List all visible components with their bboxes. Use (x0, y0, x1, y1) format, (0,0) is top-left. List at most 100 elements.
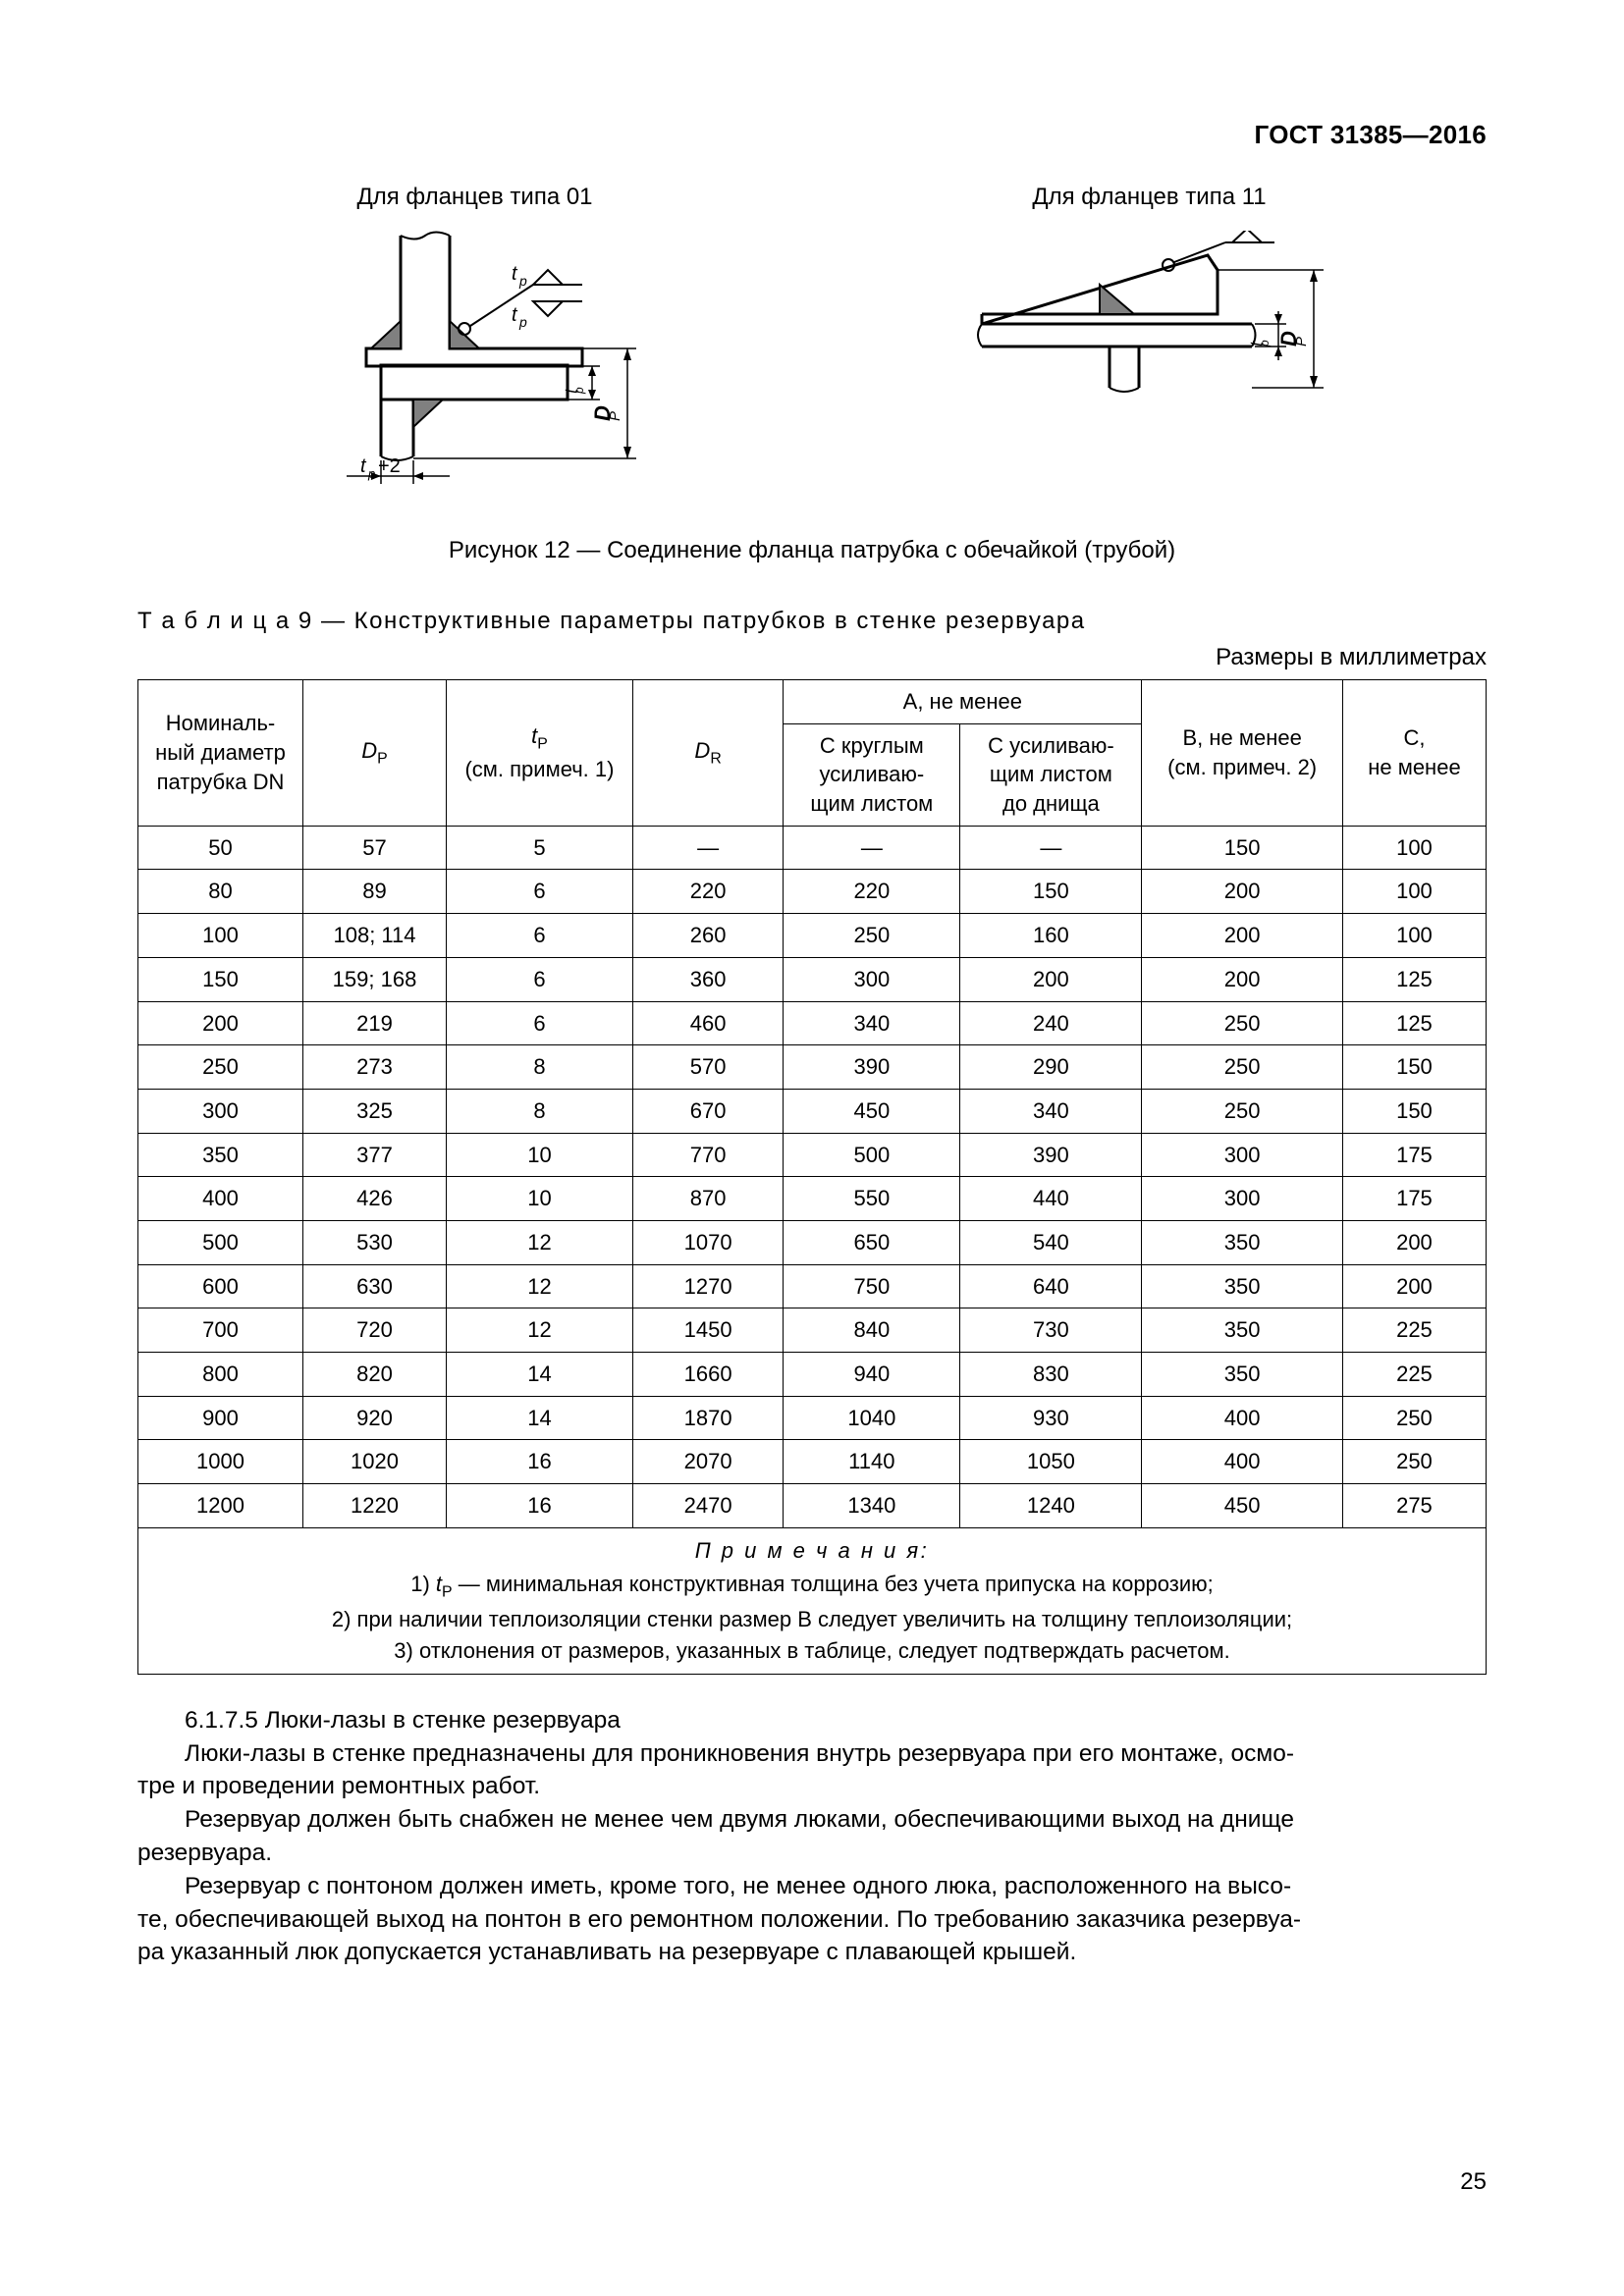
para-3b: резервуара. (137, 1837, 1487, 1870)
table-cell: 125 (1342, 957, 1486, 1001)
table-cell: 940 (784, 1353, 960, 1397)
table-9: Номиналь-ный диаметрпатрубка DN DP tP(см… (137, 679, 1487, 1675)
svg-text:p: p (518, 273, 527, 289)
table-row: 2502738570390290250150 (138, 1045, 1487, 1090)
table-cell: 1220 (302, 1484, 446, 1528)
table-cell: 14 (447, 1396, 633, 1440)
table-cell: 250 (1142, 1045, 1342, 1090)
table-cell: 350 (1142, 1308, 1342, 1353)
table-cell: 80 (138, 870, 303, 914)
table-title-rest: Конструктивные параметры патрубков в сте… (354, 608, 1086, 634)
svg-text:p: p (572, 387, 586, 395)
figure-12: Для фланцев типа 01 t p t (137, 182, 1487, 506)
table-cell: 10 (447, 1133, 633, 1177)
table-cell: 125 (1342, 1001, 1486, 1045)
table-cell: 540 (960, 1220, 1142, 1264)
table-row: 2002196460340240250125 (138, 1001, 1487, 1045)
table-row: 40042610870550440300175 (138, 1177, 1487, 1221)
table-cell: 350 (1142, 1220, 1342, 1264)
para-4b: те, обеспечивающей выход на понтон в его… (137, 1903, 1487, 1937)
table-cell: 240 (960, 1001, 1142, 1045)
table-cell: 150 (1342, 1045, 1486, 1090)
table-cell: 670 (632, 1089, 783, 1133)
table-cell: 14 (447, 1353, 633, 1397)
table-cell: 1000 (138, 1440, 303, 1484)
table-cell: 360 (632, 957, 783, 1001)
table-cell: 160 (960, 914, 1142, 958)
table-cell: 300 (1142, 1177, 1342, 1221)
table-cell: 1270 (632, 1264, 783, 1308)
notes-heading: П р и м е ч а н и я: (144, 1535, 1480, 1567)
table-cell: 6 (447, 914, 633, 958)
table-cell: 12 (447, 1308, 633, 1353)
table-cell: 460 (632, 1001, 783, 1045)
table-row: 600630121270750640350200 (138, 1264, 1487, 1308)
table-cell: 260 (632, 914, 783, 958)
table-cell: 2470 (632, 1484, 783, 1528)
table-cell: 12 (447, 1264, 633, 1308)
svg-text:+2: +2 (378, 455, 401, 477)
table-cell: 1020 (302, 1440, 446, 1484)
figure-right-title: Для фланцев типа 11 (845, 182, 1452, 213)
table-row: 500530121070650540350200 (138, 1220, 1487, 1264)
table-cell: 800 (138, 1353, 303, 1397)
table-cell: 350 (1142, 1353, 1342, 1397)
table-units: Размеры в миллиметрах (137, 642, 1487, 673)
th-b: В, не менее(см. примеч. 2) (1142, 680, 1342, 827)
table-cell: 150 (960, 870, 1142, 914)
table-cell: 200 (1342, 1220, 1486, 1264)
table-cell: 200 (960, 957, 1142, 1001)
table-cell: 175 (1342, 1177, 1486, 1221)
table-cell: 5 (447, 826, 633, 870)
table-cell: — (960, 826, 1142, 870)
table-cell: 220 (632, 870, 783, 914)
note-1: 1) tP — минимальная конструктивная толщи… (144, 1569, 1480, 1604)
table-cell: 50 (138, 826, 303, 870)
th-a2: С усиливаю-щим листомдо днища (960, 723, 1142, 826)
table-cell: 300 (1142, 1133, 1342, 1177)
table-cell: 100 (1342, 914, 1486, 958)
table-cell: 390 (784, 1045, 960, 1090)
table-cell: 250 (138, 1045, 303, 1090)
table-cell: 100 (1342, 870, 1486, 914)
table-cell: 440 (960, 1177, 1142, 1221)
table-cell: 225 (1342, 1353, 1486, 1397)
table-cell: 920 (302, 1396, 446, 1440)
table-cell: 250 (1142, 1001, 1342, 1045)
table-row: 3003258670450340250150 (138, 1089, 1487, 1133)
table-cell: 108; 114 (302, 914, 446, 958)
table-cell: 500 (784, 1133, 960, 1177)
table-cell: 12 (447, 1220, 633, 1264)
table-cell: 820 (302, 1353, 446, 1397)
table-cell: 500 (138, 1220, 303, 1264)
table-cell: 1070 (632, 1220, 783, 1264)
table-row: 50575———150100 (138, 826, 1487, 870)
table-cell: 750 (784, 1264, 960, 1308)
para-4c: ра указанный люк допускается устанавлива… (137, 1936, 1487, 1969)
table-title-prefix: Т а б л и ц а 9 — (137, 608, 354, 634)
svg-text:t: t (360, 455, 367, 477)
table-cell: 8 (447, 1089, 633, 1133)
figure-right: Для фланцев типа 11 t p (845, 182, 1452, 506)
table-cell: 273 (302, 1045, 446, 1090)
figure-left-title: Для фланцев типа 01 (171, 182, 778, 213)
table-cell: 930 (960, 1396, 1142, 1440)
table-cell: 1140 (784, 1440, 960, 1484)
table-cell: 300 (784, 957, 960, 1001)
table-cell: 250 (1342, 1396, 1486, 1440)
table-cell: 200 (1142, 870, 1342, 914)
page-number: 25 (1460, 2166, 1487, 2198)
table-cell: 720 (302, 1308, 446, 1353)
table-cell: 1240 (960, 1484, 1142, 1528)
table-cell: — (632, 826, 783, 870)
table-cell: 290 (960, 1045, 1142, 1090)
para-3a: Резервуар должен быть снабжен не менее ч… (137, 1803, 1487, 1837)
body-text: 6.1.7.5 Люки-лазы в стенке резервуара Лю… (137, 1704, 1487, 1969)
table-cell: — (784, 826, 960, 870)
table-cell: 6 (447, 1001, 633, 1045)
note-2: 2) при наличии теплоизоляции стенки разм… (144, 1604, 1480, 1635)
svg-text:P: P (607, 411, 623, 421)
table-cell: 325 (302, 1089, 446, 1133)
table-cell: 770 (632, 1133, 783, 1177)
table-cell: 16 (447, 1440, 633, 1484)
